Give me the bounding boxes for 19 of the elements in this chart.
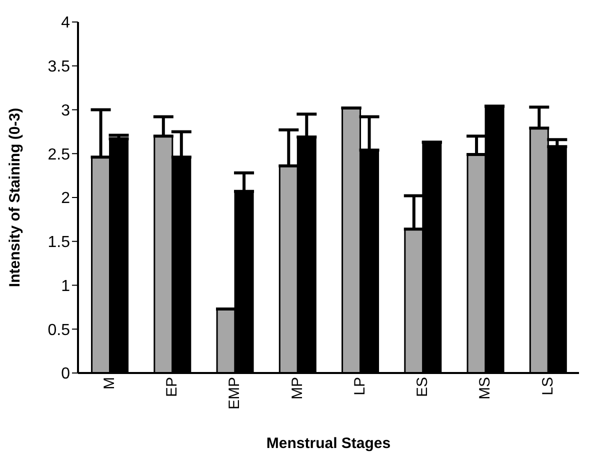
- y-tick-label: 2: [61, 190, 70, 208]
- x-tick-label: MS: [476, 377, 494, 400]
- y-tick-label: 1: [61, 278, 70, 295]
- x-axis-title: Menstrual Stages: [266, 435, 391, 452]
- y-tick-label: 4: [61, 14, 70, 32]
- x-tick-label: M: [100, 377, 118, 390]
- x-tick-label: MP: [288, 377, 306, 400]
- y-tick-label: 0.5: [48, 322, 70, 339]
- y-tick-label: 3.5: [48, 58, 70, 76]
- y-tick-label: 3: [61, 102, 70, 120]
- y-tick-label: 2.5: [48, 146, 70, 164]
- x-tick-label: EMP: [226, 377, 244, 410]
- x-tick-label: EP: [164, 377, 181, 398]
- y-tick-label: 1.5: [48, 234, 70, 252]
- x-tick-label: LS: [539, 377, 556, 396]
- y-tick-label: 0: [61, 366, 70, 383]
- x-tick-label: LP: [351, 377, 368, 396]
- y-axis-title: Intensity of Staining (0-3): [6, 108, 24, 288]
- x-tick-label: ES: [414, 377, 432, 398]
